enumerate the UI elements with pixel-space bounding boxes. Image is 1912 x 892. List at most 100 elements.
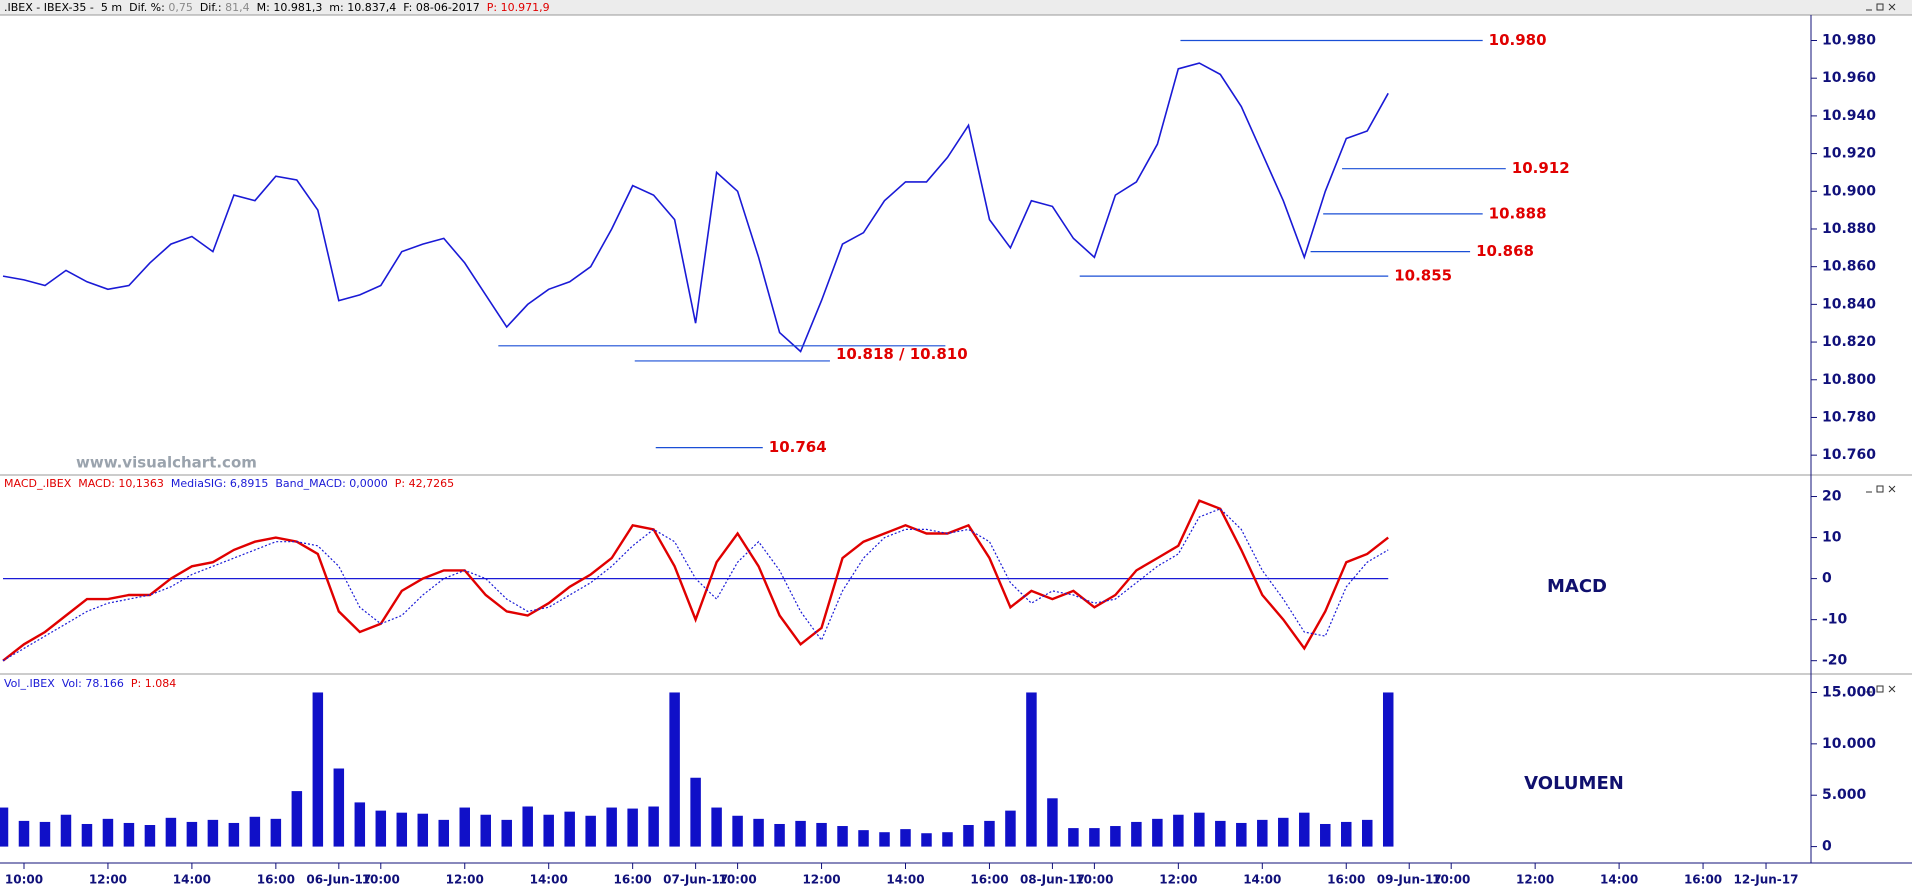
x-tick-label: 10:00: [1075, 873, 1113, 887]
level-label: 10.888: [1489, 204, 1547, 222]
header-part: 81,4: [225, 1, 250, 14]
y-tick-label: 10.820: [1822, 334, 1876, 350]
volume-bar: [354, 802, 366, 847]
volume-bar: [1236, 822, 1247, 847]
volume-bar: [1047, 798, 1058, 847]
volume-bar: [900, 829, 911, 847]
volume-bar: [144, 825, 156, 847]
maximize-button[interactable]: [1876, 3, 1884, 11]
x-tick-label: 10:00: [1432, 873, 1470, 887]
x-tick-label: 09-Jun-17: [1377, 873, 1442, 887]
x-tick-label: 14:00: [886, 873, 924, 887]
volume-bar: [1320, 823, 1331, 847]
volume-bar: [291, 791, 303, 847]
x-tick-label: 12:00: [1159, 873, 1197, 887]
y-tick-label: -10: [1822, 612, 1848, 628]
x-tick-label: 06-Jun-17: [306, 873, 371, 887]
y-tick-label: 10.000: [1822, 736, 1876, 752]
volume-bar: [858, 830, 869, 847]
x-tick-label: 12:00: [89, 873, 127, 887]
volume-bar: [1026, 692, 1037, 847]
volume-bar: [606, 807, 617, 847]
close-button[interactable]: [1888, 685, 1896, 693]
x-tick-label: 16:00: [970, 873, 1008, 887]
volume-bar: [39, 821, 51, 847]
volume-bar: [753, 818, 764, 847]
volume-bar: [1361, 819, 1373, 847]
header-part: Vol_.IBEX Vol: 78.166: [4, 677, 131, 690]
volume-bar: [1110, 826, 1121, 847]
volume-bar: [1152, 818, 1163, 847]
y-tick-label: 10.840: [1822, 296, 1876, 312]
volume-bar: [711, 807, 722, 847]
level-label: 10.912: [1512, 159, 1570, 177]
x-tick-label: 12-Jun-17: [1734, 873, 1799, 887]
volume-bar: [312, 692, 324, 847]
header-part: MediaSIG: 6,8915 Band_MACD: 0,0000: [171, 477, 395, 490]
x-tick-label: 12:00: [802, 873, 840, 887]
volume-bar: [1278, 817, 1289, 847]
x-tick-label: 12:00: [446, 873, 484, 887]
header-part: P: 42,7265: [395, 477, 454, 490]
y-tick-label: 10.940: [1822, 108, 1876, 124]
volume-bar: [417, 813, 429, 847]
volume-bar: [249, 816, 261, 847]
volume-bar: [1068, 828, 1079, 847]
maximize-button[interactable]: [1876, 685, 1884, 693]
volume-bar: [921, 833, 932, 847]
maximize-button[interactable]: [1876, 485, 1884, 493]
volume-bar: [18, 820, 30, 847]
x-tick-label: 14:00: [1243, 873, 1281, 887]
volume-bar: [1341, 821, 1352, 847]
watermark: www.visualchart.com: [76, 454, 257, 472]
x-tick-label: 16:00: [257, 873, 295, 887]
panel-header: Vol_.IBEX Vol: 78.166 P: 1.084: [4, 677, 176, 690]
y-tick-label: 10.900: [1822, 183, 1876, 199]
x-tick-label: 16:00: [1684, 873, 1722, 887]
x-tick-label: 16:00: [1327, 873, 1365, 887]
y-tick-label: 15.000: [1822, 684, 1876, 700]
volume-bar: [1215, 820, 1226, 847]
panel-label: MACD: [1547, 576, 1607, 597]
volume-bar: [81, 823, 93, 847]
volume-bar: [669, 692, 680, 847]
y-tick-label: 10.920: [1822, 146, 1876, 162]
header-part: Dif.:: [193, 1, 225, 14]
volume-bar: [942, 832, 953, 847]
volume-bar: [774, 823, 785, 847]
x-tick-label: 10:00: [718, 873, 756, 887]
x-tick-label: 14:00: [1600, 873, 1638, 887]
y-tick-label: 10: [1822, 530, 1842, 546]
level-label: 10.855: [1394, 267, 1452, 285]
volume-bar: [480, 814, 491, 847]
header-bar: [0, 0, 1912, 15]
volume-bar: [333, 768, 345, 847]
header-part: .IBEX - IBEX-35 - 5 m Dif. %:: [4, 1, 168, 14]
volume-bar: [186, 821, 198, 847]
close-button[interactable]: [1888, 485, 1896, 493]
close-button[interactable]: [1888, 3, 1896, 11]
y-tick-label: 20: [1822, 489, 1842, 505]
panel-header: MACD_.IBEX MACD: 10,1363 MediaSIG: 6,891…: [4, 477, 454, 490]
volume-bar: [102, 818, 114, 847]
volume-bar: [690, 777, 701, 847]
level-label: 10.980: [1489, 31, 1547, 49]
volume-bar: [837, 826, 848, 847]
header-part: P: 1.084: [131, 677, 176, 690]
y-tick-label: 0: [1822, 571, 1832, 587]
volume-bar: [732, 815, 743, 847]
header-part: P: 10.971,9: [487, 1, 550, 14]
volume-bar: [207, 819, 219, 847]
volume-bar: [522, 806, 533, 847]
y-tick-label: -20: [1822, 653, 1848, 669]
volume-bar: [1005, 810, 1016, 847]
level-label: 10.868: [1476, 242, 1534, 260]
header-part: MACD_.IBEX MACD: 10,1363: [4, 477, 171, 490]
volume-bar: [459, 807, 470, 847]
header-part: M: 10.981,3 m: 10.837,4 F: 08-06-2017: [250, 1, 487, 14]
volume-bar: [501, 819, 512, 847]
y-tick-label: 10.780: [1822, 409, 1876, 425]
volume-bar: [60, 814, 72, 847]
